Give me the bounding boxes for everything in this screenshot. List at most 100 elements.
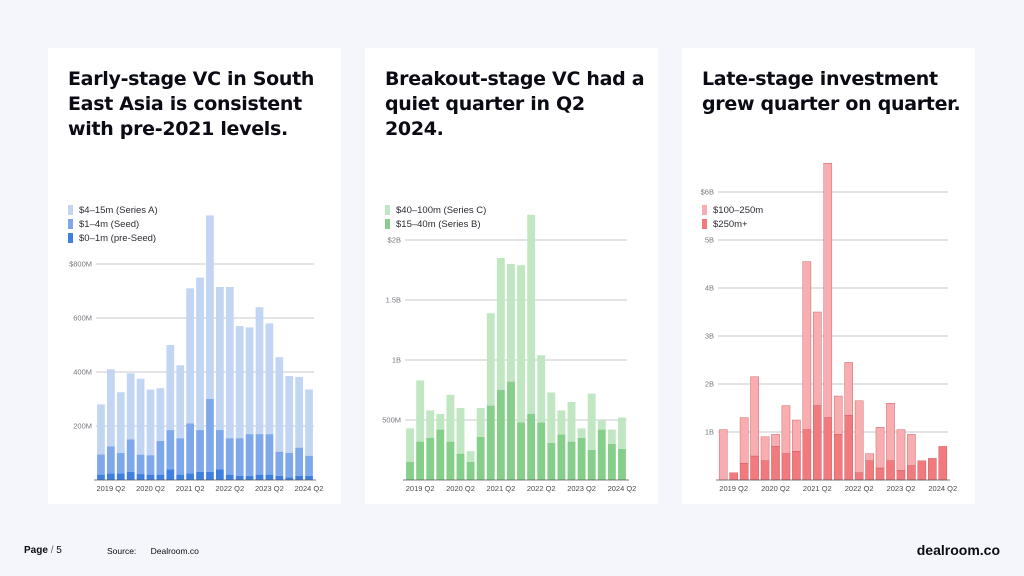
- x-tick-label: 2024 Q2: [928, 484, 957, 493]
- bar-segment: [416, 380, 425, 442]
- y-tick-label: 500M: [382, 416, 401, 425]
- bar-segment: [486, 313, 495, 406]
- bar-segment: [275, 451, 284, 476]
- bar-segment: [285, 376, 294, 453]
- bar-segment: [245, 327, 254, 435]
- x-tick-label: 2024 Q2: [608, 484, 637, 493]
- bar-segment: [235, 475, 244, 480]
- y-tick-label: 400M: [73, 368, 92, 377]
- bar-segment: [739, 463, 749, 481]
- x-tick-label: 2023 Q2: [255, 484, 284, 493]
- bar-segment: [896, 429, 906, 471]
- source-label: Source:: [107, 546, 137, 556]
- bar-segment: [156, 440, 165, 475]
- bar-segment: [196, 277, 204, 431]
- bar-segment: [265, 323, 274, 435]
- bar-segment: [875, 467, 885, 481]
- bar-segment: [206, 399, 214, 472]
- bar-segment: [823, 417, 833, 481]
- bar-segment: [537, 422, 546, 480]
- bar-segment: [166, 430, 175, 470]
- bar-segment: [833, 395, 843, 435]
- bar-segment: [436, 414, 445, 430]
- chart-title: Late-stage investment grew quarter on qu…: [702, 68, 961, 115]
- bar-segment: [215, 430, 224, 470]
- legend-item-series-a: $4–15m (Series A): [68, 203, 158, 217]
- chart-legend: $100–250m $250m+: [702, 203, 763, 231]
- page-number: 5: [56, 545, 62, 556]
- bar-segment: [295, 475, 304, 480]
- bar-segment: [907, 465, 916, 481]
- bar-segment: [176, 474, 185, 480]
- bar-segment: [517, 265, 525, 423]
- bar-segment: [567, 441, 576, 480]
- bar-segment: [466, 462, 475, 480]
- bar-segment: [136, 474, 145, 480]
- bar-segment: [275, 475, 284, 480]
- bar-segment: [557, 434, 566, 480]
- bar-segment: [618, 448, 626, 480]
- bar-segment: [844, 415, 853, 481]
- bar-segment: [577, 428, 586, 438]
- bar-segment: [106, 446, 115, 474]
- bar-segment: [781, 453, 791, 481]
- x-tick-label: 2021 Q2: [176, 484, 205, 493]
- bar-segment: [813, 311, 822, 406]
- bar-segment: [146, 474, 155, 480]
- x-tick-label: 2019 Q2: [406, 484, 435, 493]
- bar-segment: [126, 471, 135, 480]
- bar-segment: [265, 434, 274, 475]
- bar-segment: [844, 362, 853, 416]
- page-label: Page: [24, 545, 48, 556]
- bar-segment: [245, 434, 254, 476]
- y-tick-label: $800M: [69, 260, 92, 269]
- bar-segment: [225, 438, 234, 475]
- y-tick-label: $6B: [701, 188, 714, 197]
- y-tick-label: 3B: [705, 332, 714, 341]
- bar-segment: [215, 286, 224, 431]
- chart-panel-late-stage: Late-stage investment grew quarter on qu…: [682, 48, 975, 504]
- bar-segment: [865, 453, 874, 462]
- bar-segment: [97, 474, 105, 480]
- bar-segment: [486, 405, 495, 480]
- bar-segment: [215, 469, 224, 480]
- bar-segment: [607, 444, 616, 480]
- legend-item-series-b: $15–40m (Series B): [385, 217, 486, 231]
- bar-segment: [577, 438, 586, 480]
- source-value: Dealroom.co: [150, 546, 199, 556]
- bar-segment: [557, 410, 566, 435]
- x-tick-label: 2020 Q2: [446, 484, 475, 493]
- bar-segment: [206, 215, 214, 399]
- bar-segment: [476, 436, 485, 480]
- bar-segment: [196, 430, 204, 472]
- bar-segment: [718, 429, 728, 481]
- bar-segment: [446, 441, 455, 480]
- bar-segment: [285, 477, 294, 480]
- bar-segment: [436, 429, 445, 480]
- bar-segment: [507, 264, 515, 382]
- x-tick-label: 2024 Q2: [295, 484, 324, 493]
- bar-segment: [527, 414, 536, 480]
- chart-panel-early-stage: Early-stage VC in South East Asia is con…: [48, 48, 341, 504]
- bar-segment: [176, 365, 185, 439]
- bar-segment: [896, 470, 906, 481]
- bar-segment: [760, 460, 770, 481]
- bar-segment: [116, 392, 125, 453]
- x-tick-label: 2021 Q2: [803, 484, 832, 493]
- y-tick-label: 600M: [73, 314, 92, 323]
- x-tick-label: 2022 Q2: [215, 484, 244, 493]
- legend-item-series-c: $40–100m (Series C): [385, 203, 486, 217]
- x-tick-label: 2022 Q2: [527, 484, 556, 493]
- source-note: Source: Dealroom.co: [107, 546, 199, 556]
- bar-segment: [126, 439, 135, 472]
- bar-segment: [265, 474, 274, 480]
- chart-legend: $40–100m (Series C) $15–40m (Series B): [385, 203, 486, 231]
- bar-segment: [587, 393, 596, 450]
- y-tick-label: 2B: [705, 380, 714, 389]
- x-tick-label: 2021 Q2: [486, 484, 515, 493]
- bar-segment: [781, 405, 791, 454]
- bar-segment: [255, 307, 264, 435]
- bar-segment: [305, 389, 313, 456]
- bar-segment: [255, 474, 264, 480]
- y-tick-label: 1B: [392, 356, 401, 365]
